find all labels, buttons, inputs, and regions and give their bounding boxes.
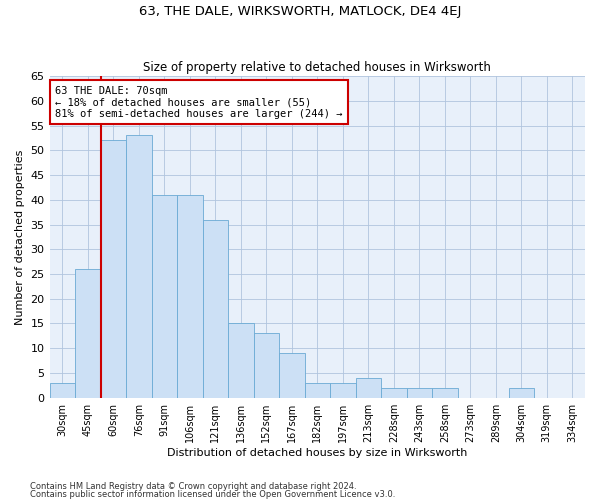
Bar xyxy=(381,388,407,398)
Bar xyxy=(432,388,458,398)
Bar xyxy=(203,220,228,398)
Bar xyxy=(330,383,356,398)
Bar xyxy=(254,334,279,398)
Text: 63 THE DALE: 70sqm
← 18% of detached houses are smaller (55)
81% of semi-detache: 63 THE DALE: 70sqm ← 18% of detached hou… xyxy=(55,86,343,119)
Bar xyxy=(101,140,126,398)
Bar xyxy=(177,195,203,398)
Text: 63, THE DALE, WIRKSWORTH, MATLOCK, DE4 4EJ: 63, THE DALE, WIRKSWORTH, MATLOCK, DE4 4… xyxy=(139,5,461,18)
Bar xyxy=(75,269,101,398)
Bar xyxy=(279,353,305,398)
Bar xyxy=(407,388,432,398)
Bar xyxy=(305,383,330,398)
Bar xyxy=(509,388,534,398)
Text: Contains public sector information licensed under the Open Government Licence v3: Contains public sector information licen… xyxy=(30,490,395,499)
X-axis label: Distribution of detached houses by size in Wirksworth: Distribution of detached houses by size … xyxy=(167,448,467,458)
Bar xyxy=(152,195,177,398)
Bar xyxy=(126,136,152,398)
Title: Size of property relative to detached houses in Wirksworth: Size of property relative to detached ho… xyxy=(143,60,491,74)
Bar xyxy=(228,324,254,398)
Text: Contains HM Land Registry data © Crown copyright and database right 2024.: Contains HM Land Registry data © Crown c… xyxy=(30,482,356,491)
Bar xyxy=(50,383,75,398)
Bar xyxy=(356,378,381,398)
Y-axis label: Number of detached properties: Number of detached properties xyxy=(15,149,25,324)
